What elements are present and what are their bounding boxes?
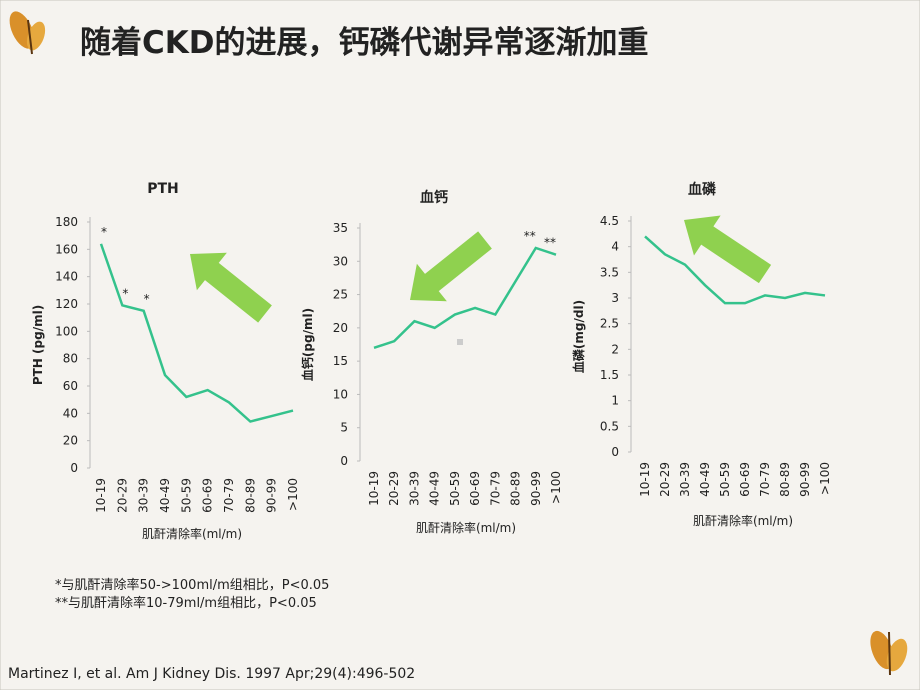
x-tick-label: >100 — [549, 471, 563, 504]
x-tick-label: 30-39 — [678, 462, 692, 497]
x-tick-label: 50-59 — [448, 471, 462, 506]
chart-title: 血钙 — [420, 189, 448, 206]
x-tick-label: >100 — [286, 478, 300, 511]
x-tick-label: 70-79 — [222, 478, 236, 513]
x-tick-label: 40-49 — [428, 471, 442, 506]
x-tick-label: 30-39 — [407, 471, 421, 506]
slide-title: 随着CKD的进展，钙磷代谢异常逐渐加重 — [80, 25, 649, 61]
x-tick-label: 80-89 — [509, 471, 523, 506]
x-tick-label: 60-69 — [201, 478, 215, 513]
x-tick-label: 90-99 — [529, 471, 543, 506]
data-line — [644, 235, 826, 305]
x-tick-label: 50-59 — [718, 462, 732, 497]
x-tick-label: 40-49 — [698, 462, 712, 497]
y-tick-label: 2 — [611, 342, 619, 356]
y-tick-label: 2.5 — [600, 317, 619, 331]
y-tick-label: 0 — [70, 461, 78, 475]
citation: Martinez I, et al. Am J Kidney Dis. 1997… — [8, 666, 415, 682]
y-tick-label: 1.5 — [600, 368, 619, 382]
y-tick-label: 0.5 — [600, 419, 619, 433]
y-axis-title: PTH (pg/ml) — [31, 305, 45, 385]
annotation: * — [144, 292, 150, 306]
x-axis-title: 肌酐清除率(ml/m) — [142, 526, 242, 541]
chart-title: 血磷 — [688, 181, 717, 198]
y-tick-label: 0 — [340, 454, 348, 468]
y-tick-label: 180 — [55, 215, 78, 229]
x-tick-label: >100 — [818, 462, 832, 495]
x-axis-title: 肌酐清除率(ml/m) — [416, 520, 516, 535]
y-tick-label: 0 — [611, 445, 619, 459]
y-tick-label: 20 — [63, 434, 78, 448]
x-tick-label: 70-79 — [758, 462, 772, 497]
x-tick-label: 10-19 — [94, 478, 108, 513]
y-tick-label: 10 — [333, 387, 348, 401]
y-tick-label: 25 — [333, 288, 348, 302]
y-axis-title: 血磷(mg/dl) — [571, 300, 586, 373]
y-tick-label: 100 — [55, 324, 78, 338]
x-tick-label: 20-29 — [658, 462, 672, 497]
arrow — [683, 215, 772, 284]
y-tick-label: 3.5 — [600, 265, 619, 279]
y-tick-label: 20 — [333, 321, 348, 335]
x-tick-label: 10-19 — [638, 462, 652, 497]
footnote: **与肌酐清除率10-79ml/m组相比，P<0.05 — [55, 595, 317, 611]
x-tick-label: 30-39 — [137, 478, 151, 513]
dot — [457, 339, 463, 345]
y-tick-label: 1 — [611, 394, 619, 408]
annotation: * — [101, 225, 107, 239]
arrow — [189, 252, 272, 323]
x-tick-label: 40-49 — [158, 478, 172, 513]
y-tick-label: 35 — [333, 221, 348, 235]
data-line — [99, 243, 294, 423]
butterfly-top — [9, 11, 46, 55]
x-tick-label: 20-29 — [115, 478, 129, 513]
y-tick-label: 160 — [55, 242, 78, 256]
y-axis-title: 血钙(pg/ml) — [300, 308, 315, 381]
footnote: *与肌酐清除率50->100ml/m组相比，P<0.05 — [55, 577, 329, 593]
x-tick-label: 60-69 — [738, 462, 752, 497]
x-tick-label: 90-99 — [265, 478, 279, 513]
y-tick-label: 30 — [333, 254, 348, 268]
x-tick-label: 80-89 — [778, 462, 792, 497]
y-tick-label: 5 — [340, 421, 348, 435]
x-tick-label: 90-99 — [798, 462, 812, 497]
butterfly-bottom — [870, 630, 908, 676]
annotation: * — [122, 286, 128, 300]
y-tick-label: 140 — [55, 270, 78, 284]
y-tick-label: 120 — [55, 297, 78, 311]
arrow — [409, 231, 492, 302]
y-tick-label: 4 — [611, 240, 619, 254]
chart-title: PTH — [147, 181, 179, 197]
x-tick-label: 80-89 — [243, 478, 257, 513]
annotation: ** — [544, 236, 556, 250]
y-tick-label: 15 — [333, 354, 348, 368]
y-tick-label: 4.5 — [600, 214, 619, 228]
x-tick-label: 10-19 — [367, 471, 381, 506]
y-tick-label: 60 — [63, 379, 78, 393]
annotation: ** — [524, 229, 536, 243]
x-tick-label: 50-59 — [179, 478, 193, 513]
y-tick-label: 3 — [611, 291, 619, 305]
x-axis-title: 肌酐清除率(ml/m) — [693, 513, 793, 528]
x-tick-label: 20-29 — [387, 471, 401, 506]
x-tick-label: 60-69 — [468, 471, 482, 506]
x-tick-label: 70-79 — [488, 471, 502, 506]
y-tick-label: 40 — [63, 406, 78, 420]
data-line — [373, 246, 557, 350]
y-tick-label: 80 — [63, 352, 78, 366]
